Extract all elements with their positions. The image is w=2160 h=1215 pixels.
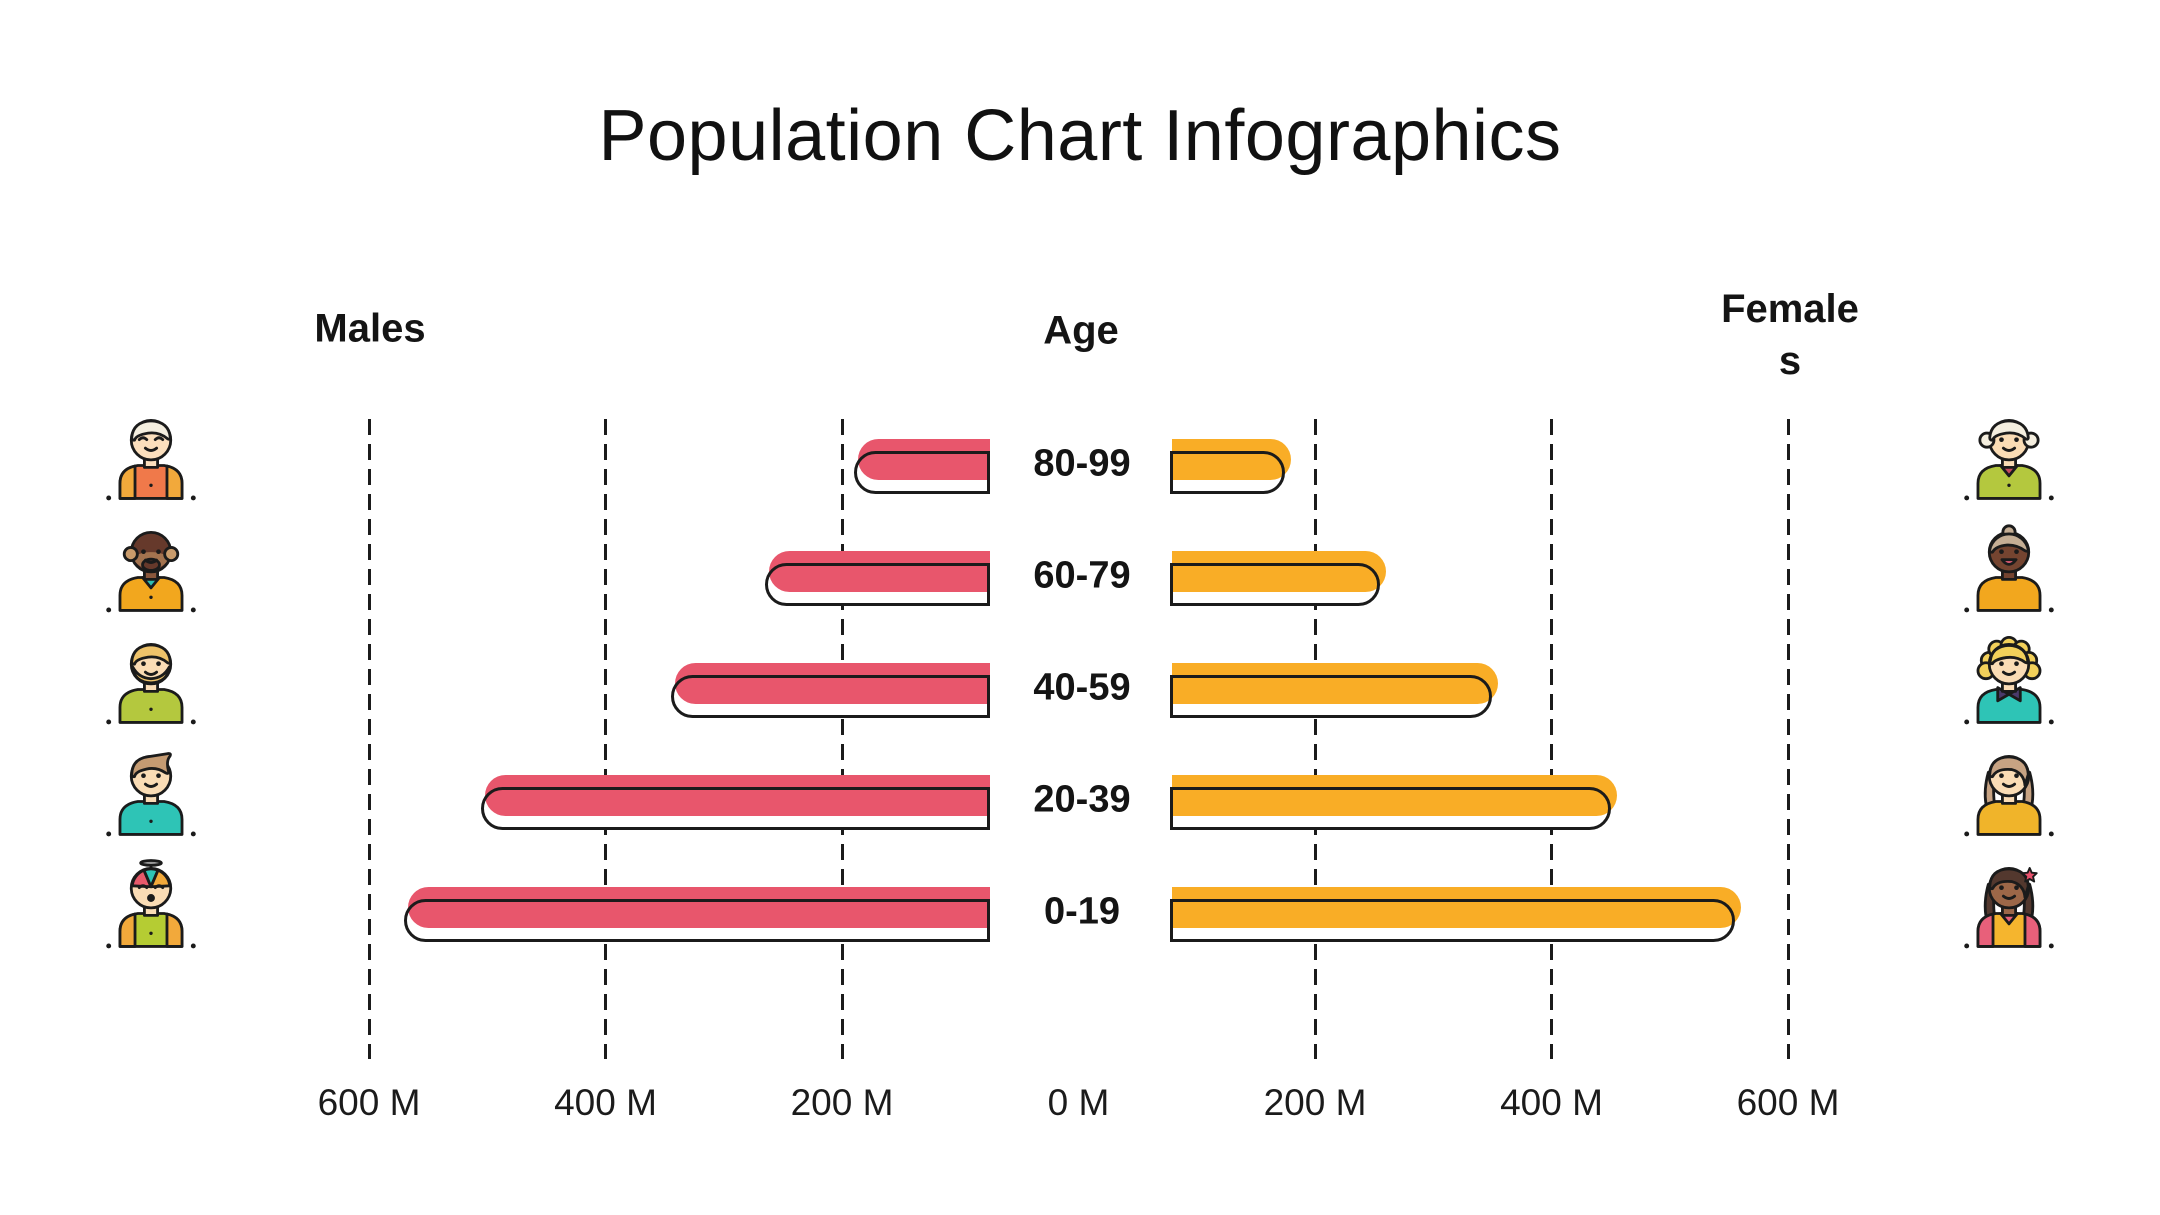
avatar-man-beard-icon <box>104 635 198 729</box>
female-bar-outline <box>1170 451 1286 494</box>
axis-tick-label: 400 M <box>554 1082 657 1123</box>
avatar-woman-long-hair-icon <box>1962 747 2056 841</box>
age-group-label: 60-79 <box>1033 554 1131 597</box>
axis-tick-label: 200 M <box>1263 1082 1367 1123</box>
female-bar-fill <box>1172 551 1387 592</box>
male-bar-fill <box>769 551 990 592</box>
male-bar-outline <box>670 675 990 718</box>
avatar-elderly-woman-dark-icon <box>1962 523 2056 617</box>
females-column-header: Females <box>1721 287 1859 383</box>
axis-tick-label: 600 M <box>1736 1082 1840 1123</box>
page-title: Population Chart Infographics <box>598 96 1562 176</box>
axis-tick-label: 600 M <box>317 1082 421 1123</box>
female-bar-fill <box>1172 775 1617 816</box>
male-bar-outline <box>765 563 990 606</box>
female-bar-outline <box>1170 899 1735 942</box>
axis-tick-label: 400 M <box>1500 1082 1603 1123</box>
gridline <box>1550 419 1553 1059</box>
female-bar-outline <box>1170 563 1381 606</box>
avatar-baby-boy-icon <box>104 859 198 953</box>
age-group-label: 40-59 <box>1033 666 1131 709</box>
male-bar-outline <box>481 787 990 830</box>
male-bar-outline <box>404 899 990 942</box>
female-bar-fill <box>1172 663 1499 704</box>
age-group-label: 0-19 <box>1043 890 1121 933</box>
avatar-young-man-icon <box>104 747 198 841</box>
male-bar-fill <box>674 663 990 704</box>
gridline <box>1313 419 1317 1059</box>
avatar-elderly-woman-icon <box>1962 411 2056 505</box>
age-column-header: Age <box>1043 308 1119 353</box>
male-bar-outline <box>853 451 990 494</box>
males-column-header: Males <box>314 306 426 351</box>
gridline <box>1786 419 1790 1059</box>
male-bar-fill <box>485 775 990 816</box>
age-group-label: 20-39 <box>1033 778 1131 821</box>
female-bar-outline <box>1170 675 1493 718</box>
axis-tick-label: 200 M <box>790 1082 894 1123</box>
male-bar-fill <box>408 887 990 928</box>
female-bar-fill <box>1172 887 1741 928</box>
avatar-girl-icon <box>1962 859 2056 953</box>
avatar-woman-curly-icon <box>1962 635 2056 729</box>
gridline <box>840 419 844 1059</box>
gridline <box>604 419 607 1059</box>
age-group-label: 80-99 <box>1033 442 1131 485</box>
female-bar-outline <box>1170 787 1611 830</box>
axis-tick-label: 0 M <box>1047 1082 1110 1123</box>
avatar-elderly-man-icon <box>104 411 198 505</box>
gridline <box>367 419 371 1059</box>
avatar-elderly-man-dark-icon <box>104 523 198 617</box>
